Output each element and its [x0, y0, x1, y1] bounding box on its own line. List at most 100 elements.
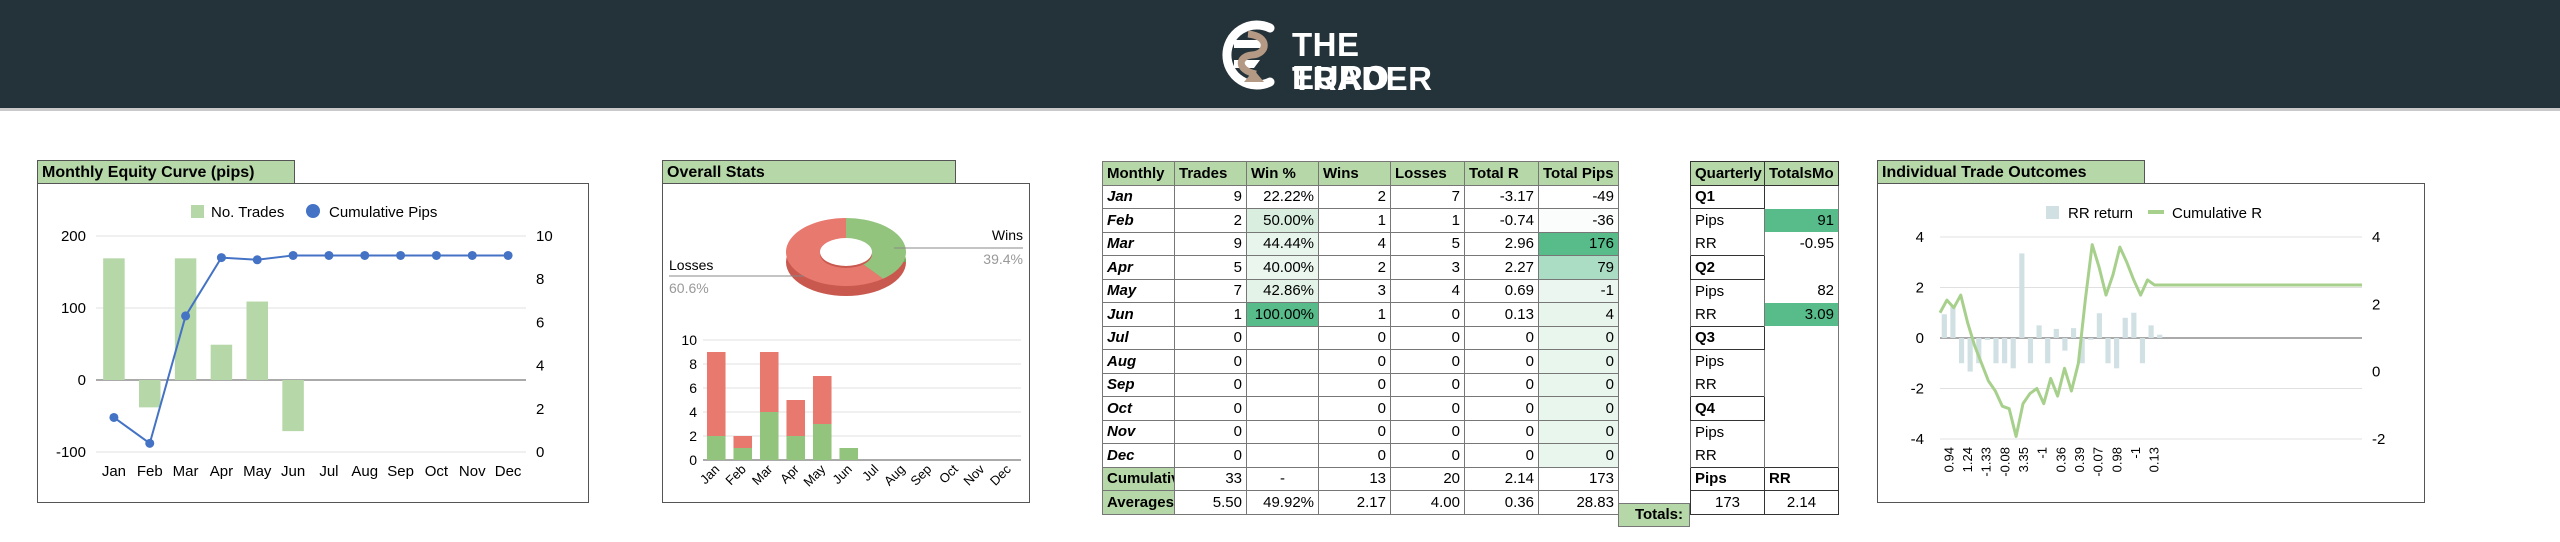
table-cell: 28.83	[1538, 490, 1619, 515]
table-cell: 5.50	[1174, 490, 1247, 515]
totals-value: 2.14	[1764, 490, 1839, 515]
column-header: Monthly	[1102, 161, 1175, 186]
y2-tick-label: 2	[2372, 296, 2380, 313]
rr-return-bar	[1967, 338, 1973, 372]
table-cell: 0.36	[1464, 490, 1539, 515]
pie-slice-wins	[846, 218, 906, 279]
equity-panel: 200 100 0 -100 10 8 6 4 2 0 Jan Feb Mar Apr May Jun Jul A…	[37, 183, 589, 503]
table-cell: 173	[1538, 466, 1619, 491]
y2-tick-label: -2	[2372, 431, 2385, 448]
month-label: Oct	[1102, 396, 1175, 421]
outcomes-panel-title: Individual Trade Outcomes	[1877, 160, 2145, 184]
quarter-value	[1764, 349, 1839, 373]
trades-bar	[246, 301, 268, 380]
wins-bar	[706, 436, 726, 460]
x-tick-label: Apr	[210, 463, 233, 480]
equity-panel-title: Monthly Equity Curve (pips)	[37, 160, 295, 184]
table-cell: 0	[1318, 372, 1391, 397]
table-header-row: Monthly Trades Win % Wins Losses Total R Total…	[1102, 161, 1619, 186]
rr-return-bar	[2088, 338, 2094, 340]
pie-label-wins: Wins	[992, 227, 1023, 243]
y-tick-label: 4	[689, 404, 697, 420]
table-cell: 7	[1390, 184, 1465, 209]
legend-swatch-cum-r	[2148, 210, 2164, 214]
table-cell: 0	[1174, 325, 1247, 350]
table-cell: 0.13	[1464, 302, 1539, 327]
rr-return-bar	[1984, 338, 1990, 341]
table-row: Oct 0 0 0 0 0	[1102, 396, 1619, 421]
table-cell: 9	[1174, 231, 1247, 256]
table-cell: 0	[1390, 443, 1465, 468]
table-row: Nov 0 0 0 0 0	[1102, 419, 1619, 444]
table-cell: 0	[1390, 325, 1465, 350]
table-cell: 3	[1318, 278, 1391, 303]
table-cell: 22.22%	[1246, 184, 1319, 209]
x-tick-label: Oct	[425, 463, 449, 480]
y-tick-label: -4	[1911, 431, 1924, 448]
table-cell: 0	[1390, 349, 1465, 374]
table-row: Mar 9 44.44% 4 5 2.96 176	[1102, 231, 1619, 256]
footer-label: Pips	[1690, 466, 1765, 491]
table-row: RR	[1690, 443, 1839, 467]
table-cell	[1246, 443, 1319, 468]
x-tick-label: Mar	[749, 461, 776, 488]
table-cell	[1246, 396, 1319, 421]
averages-label: Averages	[1102, 490, 1175, 515]
trades-bar	[282, 380, 304, 432]
x-tick-label: 0.39	[2072, 447, 2087, 472]
x-tick-label: Sep	[387, 463, 414, 480]
table-cell: 0	[1318, 443, 1391, 468]
quarter-value: 82	[1764, 279, 1839, 303]
equity-chart: 200 100 0 -100 10 8 6 4 2 0 Jan Feb Mar Apr May Jun Jul A…	[56, 204, 553, 480]
table-cell: 0	[1390, 302, 1465, 327]
rr-return-bar	[2105, 338, 2111, 364]
table-row: Q1	[1690, 184, 1839, 209]
totals-label: Totals:	[1618, 503, 1690, 527]
x-tick-label: Jun	[281, 463, 305, 480]
monthly-stats-table: Monthly Trades Win % Wins Losses Total R Total…	[1102, 161, 1619, 515]
table-cell: -	[1246, 466, 1319, 491]
table-cell: 100.00%	[1246, 302, 1319, 327]
x-tick-label: -1.33	[1979, 447, 1994, 477]
column-header: Total Pips	[1538, 161, 1619, 186]
rr-return-bar	[2157, 334, 2163, 338]
table-cell: 44.44%	[1246, 231, 1319, 256]
x-tick-label: -1	[2035, 447, 2050, 459]
table-cell: 3	[1390, 255, 1465, 280]
rr-return-bar	[2010, 338, 2016, 369]
table-row: Feb 2 50.00% 1 1 -0.74 -36	[1102, 208, 1619, 233]
x-tick-label: Nov	[459, 463, 486, 480]
pie-value-wins: 39.4%	[983, 251, 1023, 267]
table-cell: 5	[1174, 255, 1247, 280]
table-cell	[1246, 325, 1319, 350]
pie-value-losses: 60.6%	[669, 280, 709, 296]
y-tick-label: 0	[1916, 330, 1924, 347]
cumulative-pips-point	[324, 250, 334, 260]
y2-tick-label: 4	[2372, 229, 2380, 246]
table-cell: 2.14	[1464, 466, 1539, 491]
table-row: Sep 0 0 0 0 0	[1102, 372, 1619, 397]
quarter-value	[1764, 396, 1839, 420]
rr-return-bar	[2070, 328, 2077, 338]
x-tick-label: Aug	[881, 462, 908, 489]
table-cell: 33	[1174, 466, 1247, 491]
legend-label-pips: Cumulative Pips	[329, 204, 437, 221]
legend-swatch-rr	[2046, 206, 2059, 219]
y-tick-label: 4	[1916, 229, 1924, 246]
table-cell: 0	[1174, 349, 1247, 374]
month-label: Feb	[1102, 208, 1175, 233]
table-row: Q3	[1690, 325, 1839, 350]
table-cell: 1	[1174, 302, 1247, 327]
rr-return-bar	[2053, 328, 2059, 338]
x-tick-label: 1.24	[1960, 447, 1975, 472]
cumulative-pips-point	[252, 255, 262, 265]
table-row: Pips	[1690, 349, 1839, 373]
column-header: Total R	[1464, 161, 1539, 186]
month-label: Jul	[1102, 325, 1175, 350]
legend-swatch-pips	[306, 204, 320, 218]
quarter-label: Q3	[1690, 325, 1765, 350]
table-cell: 0	[1464, 325, 1539, 350]
quarter-metric: Pips	[1690, 420, 1765, 444]
